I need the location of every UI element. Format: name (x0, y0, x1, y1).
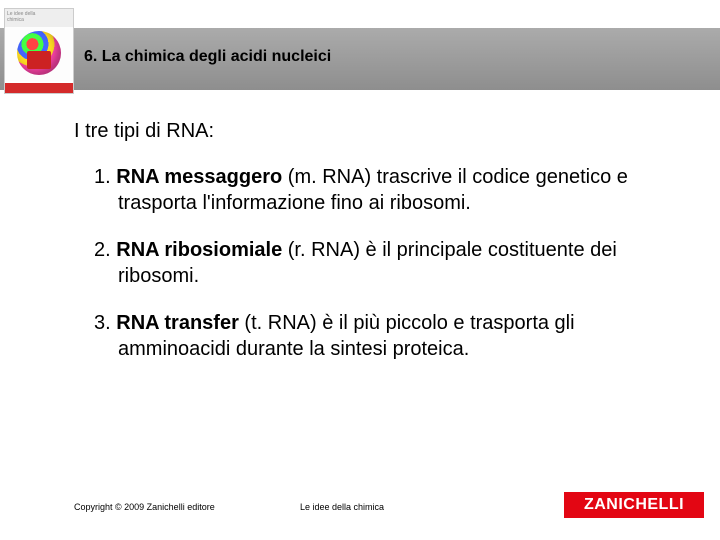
cover-series-text: Le idee della chimica (5, 9, 73, 27)
item-term: RNA messaggero (116, 166, 282, 188)
item-number: 2. (94, 239, 111, 261)
list-item: 3. RNA transfer (t. RNA) è il più piccol… (74, 311, 664, 362)
chapter-title: 6. La chimica degli acidi nucleici (84, 48, 331, 66)
publisher-logo: ZANICHELLI (564, 492, 704, 518)
list-item: 1. RNA messaggero (m. RNA) trascrive il … (74, 165, 664, 216)
item-term: RNA ribosiomiale (116, 239, 282, 261)
copyright-text: Copyright © 2009 Zanichelli editore (74, 502, 215, 512)
item-number: 1. (94, 166, 111, 188)
footer-title: Le idee della chimica (300, 502, 384, 512)
item-number: 3. (94, 312, 111, 334)
intro-text: I tre tipi di RNA: (74, 120, 664, 143)
book-cover-thumbnail: Le idee della chimica (4, 8, 74, 94)
list-item: 2. RNA ribosiomiale (r. RNA) è il princi… (74, 238, 664, 289)
item-term: RNA transfer (116, 312, 239, 334)
slide-content: I tre tipi di RNA: 1. RNA messaggero (m.… (74, 120, 664, 385)
cover-image (5, 27, 73, 81)
